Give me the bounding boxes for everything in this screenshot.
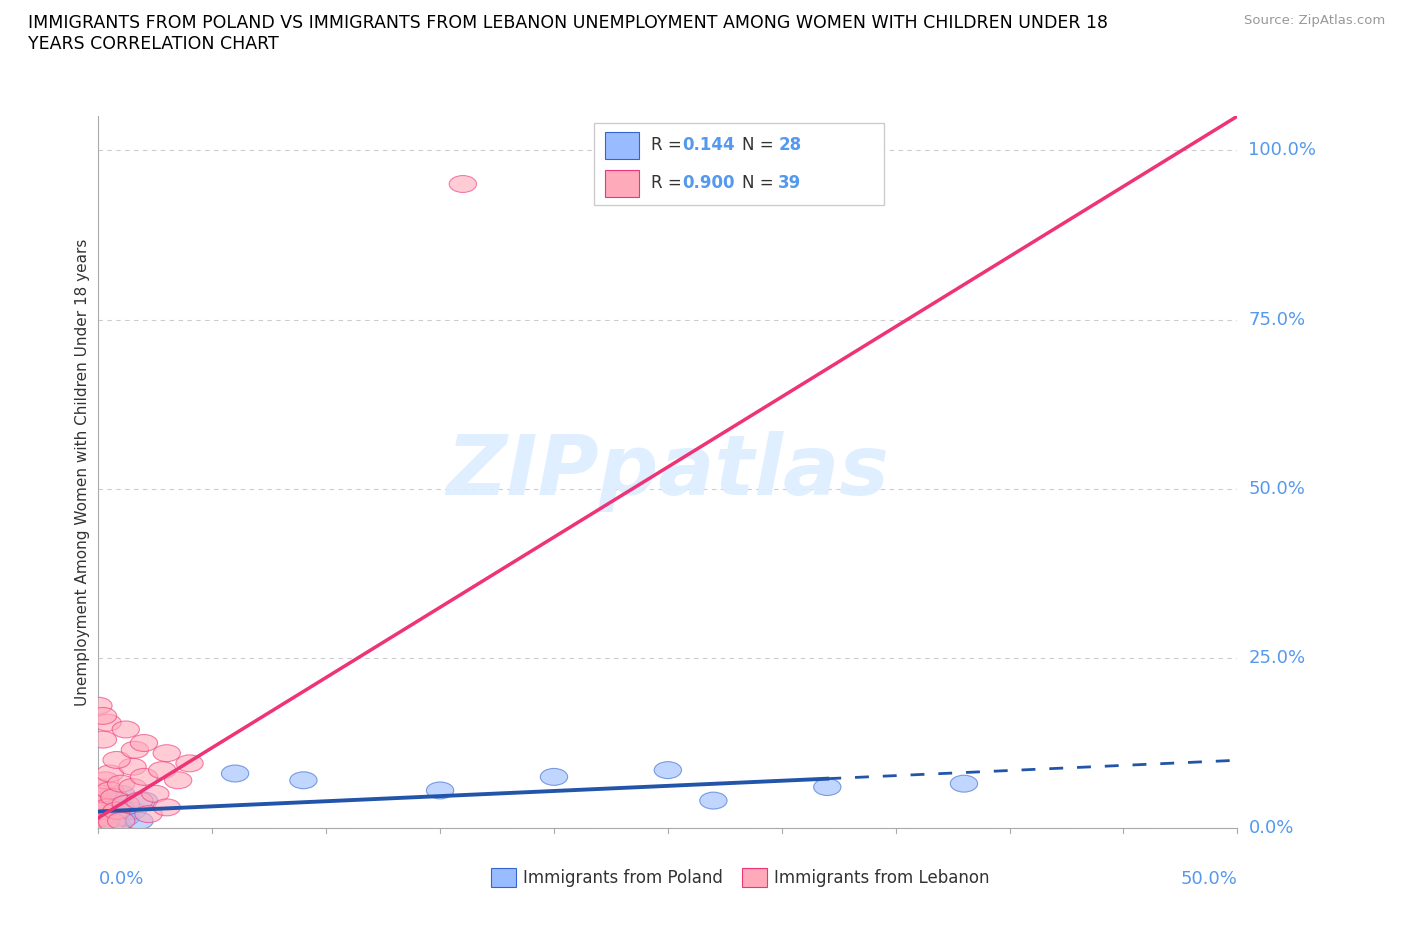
Ellipse shape <box>90 803 117 819</box>
Ellipse shape <box>120 758 146 776</box>
Text: 50.0%: 50.0% <box>1249 480 1305 498</box>
Ellipse shape <box>84 813 112 830</box>
Ellipse shape <box>125 813 153 830</box>
Ellipse shape <box>131 768 157 785</box>
Bar <box>491 868 516 887</box>
Ellipse shape <box>426 782 454 799</box>
Ellipse shape <box>84 816 112 832</box>
Ellipse shape <box>121 741 149 758</box>
Ellipse shape <box>87 795 114 813</box>
Ellipse shape <box>103 816 131 832</box>
Bar <box>742 868 766 887</box>
Ellipse shape <box>90 731 117 748</box>
Ellipse shape <box>112 795 139 813</box>
Ellipse shape <box>96 765 124 782</box>
Ellipse shape <box>103 803 131 819</box>
Ellipse shape <box>90 809 117 826</box>
Text: 0.900: 0.900 <box>683 174 735 193</box>
Ellipse shape <box>98 814 125 830</box>
Ellipse shape <box>91 813 120 830</box>
Ellipse shape <box>96 789 124 805</box>
Ellipse shape <box>84 816 112 832</box>
Text: 28: 28 <box>779 137 801 154</box>
Text: R =: R = <box>651 174 686 193</box>
Ellipse shape <box>221 765 249 782</box>
Ellipse shape <box>94 799 121 816</box>
Text: 0.144: 0.144 <box>683 137 735 154</box>
Ellipse shape <box>107 776 135 792</box>
Bar <box>605 132 640 159</box>
Ellipse shape <box>94 807 121 824</box>
Ellipse shape <box>96 795 124 813</box>
Ellipse shape <box>91 772 120 789</box>
Ellipse shape <box>84 778 112 795</box>
Ellipse shape <box>131 792 157 809</box>
Ellipse shape <box>84 792 112 809</box>
Ellipse shape <box>84 698 112 714</box>
Text: 0.0%: 0.0% <box>98 870 143 888</box>
Text: Immigrants from Lebanon: Immigrants from Lebanon <box>773 869 990 886</box>
Text: ZIPpatlas: ZIPpatlas <box>447 432 889 512</box>
Ellipse shape <box>84 805 112 823</box>
Ellipse shape <box>125 792 153 809</box>
Ellipse shape <box>153 745 180 762</box>
Ellipse shape <box>90 803 117 819</box>
Ellipse shape <box>112 721 139 737</box>
Text: N =: N = <box>742 137 779 154</box>
Ellipse shape <box>96 782 124 799</box>
Ellipse shape <box>107 785 135 803</box>
Ellipse shape <box>91 814 120 830</box>
Y-axis label: Unemployment Among Women with Children Under 18 years: Unemployment Among Women with Children U… <box>75 238 90 706</box>
Text: Immigrants from Poland: Immigrants from Poland <box>523 869 723 886</box>
Text: R =: R = <box>651 137 686 154</box>
Ellipse shape <box>654 762 682 778</box>
Ellipse shape <box>101 804 128 821</box>
Ellipse shape <box>131 735 157 751</box>
Text: 50.0%: 50.0% <box>1181 870 1237 888</box>
Bar <box>605 169 640 196</box>
Ellipse shape <box>700 792 727 809</box>
Ellipse shape <box>120 803 146 819</box>
Ellipse shape <box>84 805 112 823</box>
Text: Source: ZipAtlas.com: Source: ZipAtlas.com <box>1244 14 1385 27</box>
Ellipse shape <box>103 751 131 768</box>
Ellipse shape <box>84 819 112 836</box>
Ellipse shape <box>90 708 117 724</box>
Ellipse shape <box>107 813 135 830</box>
Ellipse shape <box>449 176 477 193</box>
Ellipse shape <box>112 809 139 826</box>
Ellipse shape <box>814 778 841 795</box>
Ellipse shape <box>153 799 180 816</box>
Ellipse shape <box>84 799 112 816</box>
Ellipse shape <box>142 785 169 803</box>
Text: 25.0%: 25.0% <box>1249 649 1306 668</box>
Ellipse shape <box>101 789 128 805</box>
Ellipse shape <box>107 799 135 816</box>
Ellipse shape <box>90 785 117 803</box>
FancyBboxPatch shape <box>593 124 884 206</box>
Text: 100.0%: 100.0% <box>1249 141 1316 159</box>
Ellipse shape <box>135 805 162 823</box>
Text: IMMIGRANTS FROM POLAND VS IMMIGRANTS FROM LEBANON UNEMPLOYMENT AMONG WOMEN WITH : IMMIGRANTS FROM POLAND VS IMMIGRANTS FRO… <box>28 14 1108 53</box>
Ellipse shape <box>149 762 176 778</box>
Ellipse shape <box>290 772 318 789</box>
Ellipse shape <box>165 772 191 789</box>
Ellipse shape <box>120 778 146 795</box>
Text: 75.0%: 75.0% <box>1249 311 1306 328</box>
Text: 0.0%: 0.0% <box>1249 818 1294 837</box>
Ellipse shape <box>98 811 125 828</box>
Ellipse shape <box>950 776 977 792</box>
Ellipse shape <box>176 755 204 772</box>
Ellipse shape <box>87 809 114 826</box>
Ellipse shape <box>94 714 121 731</box>
Ellipse shape <box>540 768 568 785</box>
Text: N =: N = <box>742 174 779 193</box>
Text: 39: 39 <box>779 174 801 193</box>
